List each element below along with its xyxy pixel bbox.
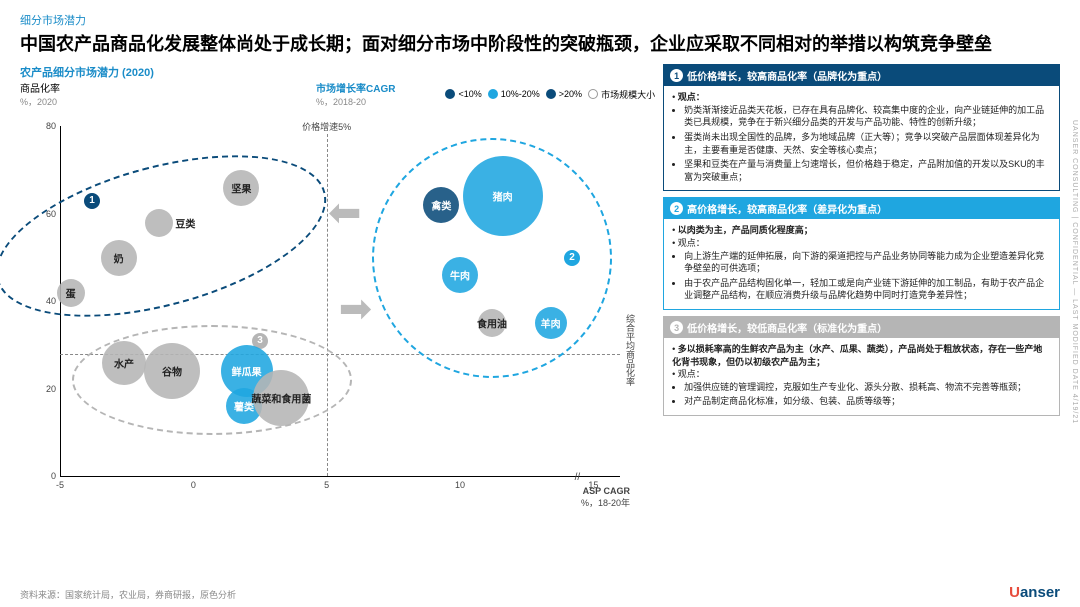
confidential-text: UANSER CONSULTING | CONFIDENTIAL — LAST … — [1071, 120, 1078, 424]
panel-2: 2高价格增长，较高商品化率（差异化为重点） • 以肉类为主，产品同质化程度高；•… — [663, 197, 1060, 310]
legend-title: 市场增长率CAGR — [316, 80, 395, 95]
source-text: 资料来源：国家统计局，农业局，券商研报，原色分析 — [20, 588, 236, 601]
bubble-chart: 020406080-5051015//价格增速5%综合平均商品化率ASP CAG… — [20, 116, 650, 506]
legend-item: 10%-20% — [488, 89, 540, 99]
panel-3: 3低价格增长，较低商品化率（标准化为重点） • 多以损耗率高的生鲜农产品为主（水… — [663, 316, 1060, 416]
bubble-豆类 — [145, 209, 173, 237]
panel-1: 1低价格增长，较高商品化率（品牌化为重点） • 观点：奶类渐渐接近品类天花板，已… — [663, 64, 1060, 191]
y-axis-label: 商品化率 — [20, 80, 154, 95]
y-axis-sub: %，2020 — [20, 95, 154, 108]
legend-item: >20% — [546, 89, 582, 99]
logo: Uanser — [1009, 584, 1060, 601]
page-title: 中国农产品商品化发展整体尚处于成长期；面对细分市场中阶段性的突破瓶颈，企业应采取… — [20, 32, 1060, 56]
legend-sub: %，2018-20 — [316, 95, 399, 108]
eyebrow: 细分市场潜力 — [20, 12, 1060, 28]
chart-title: 农产品细分市场潜力 (2020) — [20, 64, 154, 80]
legend-item: <10% — [445, 89, 481, 99]
legend: <10% 10%-20% >20% 市场规模大小 — [445, 88, 655, 101]
legend-item: 市场规模大小 — [588, 88, 655, 101]
